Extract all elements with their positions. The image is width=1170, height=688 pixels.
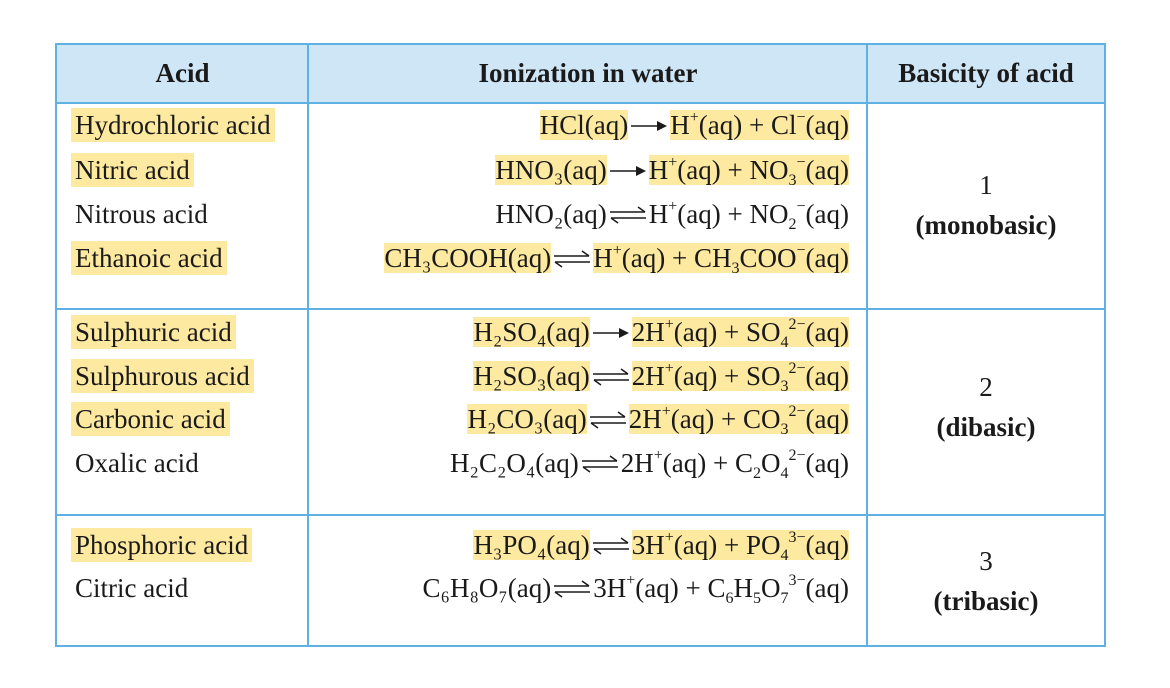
- column-divider: [307, 45, 309, 645]
- basicity-label: (tribasic): [933, 586, 1039, 616]
- products: H+(aq) + NO3−(aq): [648, 154, 849, 189]
- products: 3H+(aq) + C6H5O73−(aq): [593, 572, 849, 607]
- basicity-label: (dibasic): [936, 412, 1036, 442]
- ionization-equation: HNO₃(aq) H+(aq) + NO3−(aq): [492, 153, 852, 189]
- ionization-equation: H₂SO₄(aq) 2H+(aq) + SO42−(aq): [470, 315, 852, 351]
- reactant: CH₃COOH(aq): [384, 243, 552, 273]
- header-ionization: Ionization in water: [478, 58, 698, 88]
- ionization-equation: H₃PO₄(aq) 3H+(aq) + PO43−(aq): [470, 528, 852, 564]
- acid-name: Sulphurous acid: [71, 359, 254, 393]
- reactant: H₃PO₄(aq): [473, 530, 590, 560]
- reactant: C₆H₈O₇(aq): [422, 573, 552, 603]
- column-divider: [866, 45, 868, 645]
- products: H+(aq) + CH3COO−(aq): [593, 242, 849, 277]
- ionization-equation: C₆H₈O₇(aq) 3H+(aq) + C6H5O73−(aq): [420, 571, 852, 607]
- equilibrium-arrow-icon: [589, 411, 626, 429]
- reactant: H₂CO₃(aq): [467, 404, 587, 434]
- basicity-number: 3: [979, 546, 993, 576]
- equilibrium-arrow-icon: [581, 455, 618, 473]
- basicity-label: (monobasic): [915, 210, 1057, 240]
- equilibrium-arrow-icon: [554, 580, 591, 598]
- acid-name: Phosphoric acid: [71, 528, 253, 562]
- products: 2H+(aq) + SO42−(aq): [631, 316, 849, 351]
- ionization-equation: HNO₂(aq) H+(aq) + NO2−(aq): [492, 197, 852, 233]
- products: 2H+(aq) + C2O42−(aq): [620, 447, 849, 482]
- ionization-equation: CH₃COOH(aq) H+(aq) + CH3COO−(aq): [381, 241, 852, 277]
- acid-name: Nitrous acid: [75, 199, 208, 229]
- reactant: HNO₂(aq): [495, 199, 607, 229]
- basicity-cell: 2 (dibasic): [868, 367, 1104, 447]
- products: 2H+(aq) + CO32−(aq): [628, 403, 849, 438]
- header-acid: Acid: [155, 58, 210, 88]
- ionization-equation: H₂SO₃(aq) 2H+(aq) + SO32−(aq): [470, 359, 852, 395]
- reactant: H₂SO₃(aq): [473, 361, 590, 391]
- acid-basicity-table: Acid Ionization in water Basicity of aci…: [55, 43, 1106, 647]
- reactant: H₂SO₄(aq): [473, 317, 590, 347]
- products: H+(aq) + NO2−(aq): [648, 198, 849, 233]
- reactant: HCl(aq): [539, 110, 629, 140]
- reactant: HNO₃(aq): [495, 155, 607, 185]
- equilibrium-arrow-icon: [609, 206, 646, 224]
- basicity-cell: 3 (tribasic): [868, 541, 1104, 621]
- acid-name: Ethanoic acid: [71, 241, 227, 275]
- equilibrium-arrow-icon: [554, 250, 591, 268]
- basicity-cell: 1 (monobasic): [868, 165, 1104, 245]
- acid-name: Citric acid: [75, 573, 189, 603]
- reactant: H₂C₂O₄(aq): [450, 448, 579, 478]
- acid-name: Oxalic acid: [75, 448, 199, 478]
- header-basicity: Basicity of acid: [898, 58, 1074, 88]
- products: 3H+(aq) + PO43−(aq): [631, 529, 849, 564]
- forward-arrow-icon: [609, 166, 646, 176]
- products: 2H+(aq) + SO32−(aq): [631, 360, 849, 395]
- acid-name: Nitric acid: [71, 153, 194, 187]
- acid-name: Hydrochloric acid: [71, 108, 275, 142]
- forward-arrow-icon: [592, 328, 629, 338]
- table-header: Acid Ionization in water Basicity of aci…: [57, 45, 1104, 104]
- ionization-equation: H₂CO₃(aq) 2H+(aq) + CO32−(aq): [464, 402, 852, 438]
- equilibrium-arrow-icon: [592, 537, 629, 555]
- ionization-equation: HCl(aq) H+(aq) + Cl−(aq): [537, 108, 852, 142]
- row-divider: [57, 308, 1104, 310]
- acid-name: Sulphuric acid: [71, 315, 236, 349]
- products: H+(aq) + Cl−(aq): [670, 109, 849, 140]
- forward-arrow-icon: [631, 121, 668, 131]
- ionization-equation: H₂C₂O₄(aq) 2H+(aq) + C2O42−(aq): [447, 446, 852, 482]
- row-divider: [57, 514, 1104, 516]
- equilibrium-arrow-icon: [592, 368, 629, 386]
- basicity-number: 1: [979, 170, 993, 200]
- basicity-number: 2: [979, 372, 993, 402]
- acid-name: Carbonic acid: [71, 402, 230, 436]
